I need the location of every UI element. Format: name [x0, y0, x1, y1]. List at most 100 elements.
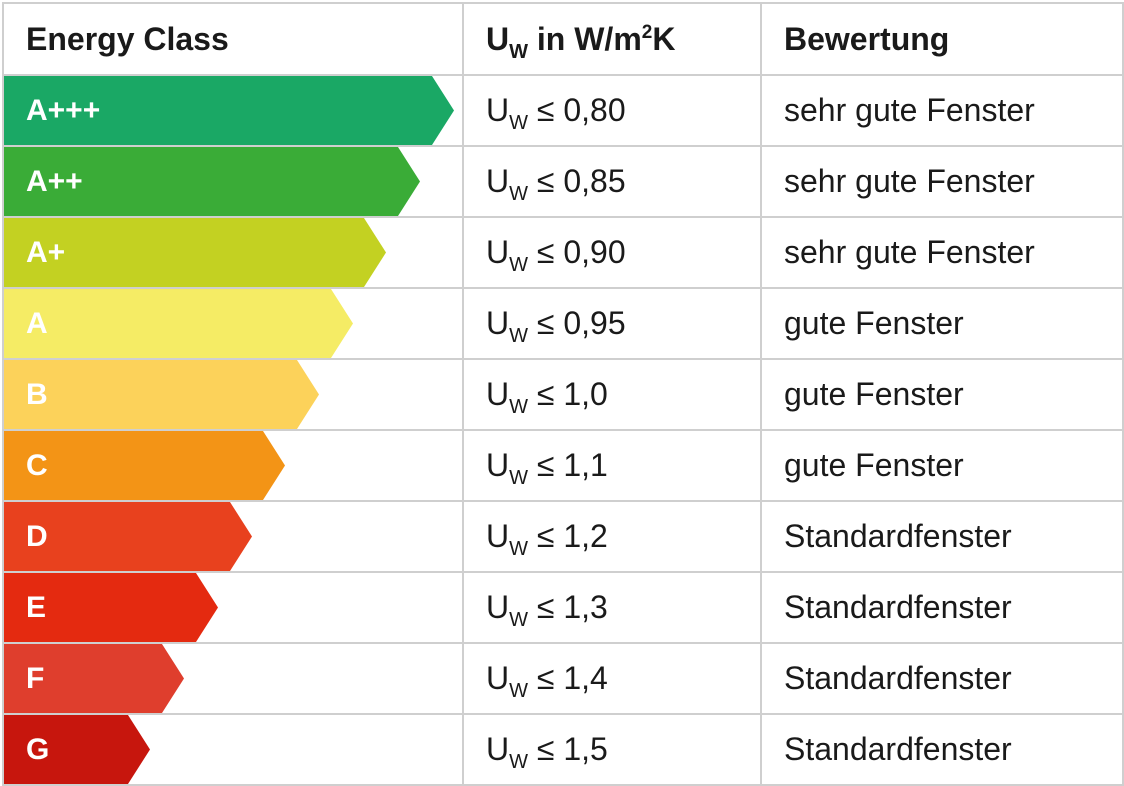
uw-subscript: W — [509, 254, 528, 276]
uw-value-cell: UW ≤ 0,90 — [462, 216, 762, 289]
table-row: A+ UW ≤ 0,90 sehr gute Fenster — [2, 216, 1124, 289]
table-row: C UW ≤ 1,1 gute Fenster — [2, 429, 1124, 502]
table-row: A UW ≤ 0,95 gute Fenster — [2, 287, 1124, 360]
uw-symbol: U — [486, 92, 510, 128]
uw-value-cell: UW ≤ 1,4 — [462, 642, 762, 715]
bewertung-cell: gute Fenster — [760, 287, 1124, 360]
uw-symbol: U — [486, 589, 510, 625]
uw-symbol: U — [486, 731, 510, 767]
bewertung-cell: Standardfenster — [760, 642, 1124, 715]
uw-value-cell: UW ≤ 0,85 — [462, 145, 762, 218]
uw-subscript: W — [509, 751, 528, 773]
table-row: B UW ≤ 1,0 gute Fenster — [2, 358, 1124, 431]
uw-value-cell: UW ≤ 1,5 — [462, 713, 762, 786]
energy-class-cell: G — [2, 713, 464, 786]
bewertung-cell: Standardfenster — [760, 500, 1124, 573]
energy-class-cell: C — [2, 429, 464, 502]
uw-threshold: ≤ 1,5 — [528, 731, 608, 767]
energy-class-arrow — [4, 573, 218, 642]
energy-class-cell: A+++ — [2, 74, 464, 147]
uw-unit-superscript: 2 — [641, 21, 653, 43]
uw-subscript: W — [509, 325, 528, 347]
uw-symbol: U — [486, 305, 510, 341]
uw-value-cell: UW ≤ 1,0 — [462, 358, 762, 431]
uw-value-cell: UW ≤ 0,95 — [462, 287, 762, 360]
energy-class-label: A — [26, 306, 48, 340]
uw-symbol: U — [486, 20, 510, 57]
energy-class-label: B — [26, 377, 48, 411]
bewertung-cell: Standardfenster — [760, 713, 1124, 786]
bewertung-cell: sehr gute Fenster — [760, 145, 1124, 218]
uw-threshold: ≤ 1,1 — [528, 447, 608, 483]
uw-subscript: W — [509, 538, 528, 560]
uw-value-cell: UW ≤ 0,80 — [462, 74, 762, 147]
energy-class-label: F — [26, 661, 45, 695]
table-row: D UW ≤ 1,2 Standardfenster — [2, 500, 1124, 573]
uw-value-cell: UW ≤ 1,2 — [462, 500, 762, 573]
header-energy-class: Energy Class — [2, 2, 464, 76]
energy-class-cell: F — [2, 642, 464, 715]
uw-symbol: U — [486, 234, 510, 270]
bewertung-cell: gute Fenster — [760, 429, 1124, 502]
uw-threshold: ≤ 0,80 — [528, 92, 626, 128]
uw-threshold: ≤ 0,95 — [528, 305, 626, 341]
energy-class-arrow — [4, 218, 386, 287]
energy-class-cell: E — [2, 571, 464, 644]
uw-threshold: ≤ 1,3 — [528, 589, 608, 625]
energy-class-arrow — [4, 360, 319, 429]
energy-class-cell: D — [2, 500, 464, 573]
energy-class-arrow — [4, 76, 454, 145]
energy-class-label: C — [26, 448, 48, 482]
uw-value-cell: UW ≤ 1,3 — [462, 571, 762, 644]
uw-threshold: ≤ 1,2 — [528, 518, 608, 554]
uw-symbol: U — [486, 518, 510, 554]
uw-subscript: W — [509, 396, 528, 418]
uw-symbol: U — [486, 163, 510, 199]
uw-symbol: U — [486, 376, 510, 412]
energy-class-cell: A — [2, 287, 464, 360]
energy-class-arrow — [4, 431, 285, 500]
uw-value-cell: UW ≤ 1,1 — [462, 429, 762, 502]
energy-class-arrow — [4, 715, 150, 784]
energy-class-arrow — [4, 644, 184, 713]
uw-subscript: W — [509, 112, 528, 134]
uw-symbol: U — [486, 447, 510, 483]
uw-threshold: ≤ 1,0 — [528, 376, 608, 412]
energy-class-label: E — [26, 590, 47, 624]
table-row: E UW ≤ 1,3 Standardfenster — [2, 571, 1124, 644]
table-row: G UW ≤ 1,5 Standardfenster — [2, 713, 1124, 786]
energy-class-cell: B — [2, 358, 464, 431]
uw-subscript: W — [509, 40, 528, 63]
uw-symbol: U — [486, 660, 510, 696]
bewertung-cell: sehr gute Fenster — [760, 216, 1124, 289]
uw-subscript: W — [509, 609, 528, 631]
energy-class-arrow — [4, 147, 420, 216]
uw-threshold: ≤ 0,85 — [528, 163, 626, 199]
energy-class-cell: A+ — [2, 216, 464, 289]
table-row: A+++ UW ≤ 0,80 sehr gute Fenster — [2, 74, 1124, 147]
uw-subscript: W — [509, 183, 528, 205]
energy-class-arrow — [4, 289, 353, 358]
bewertung-cell: sehr gute Fenster — [760, 74, 1124, 147]
energy-class-cell: A++ — [2, 145, 464, 218]
header-uw-value: UW in W/m2K — [462, 2, 762, 76]
header-bewertung: Bewertung — [760, 2, 1124, 76]
uw-threshold: ≤ 0,90 — [528, 234, 626, 270]
table-header-row: Energy Class UW in W/m2K Bewertung — [2, 2, 1124, 76]
uw-unit-prefix: in W/m — [528, 20, 642, 57]
energy-class-label: A+++ — [26, 93, 101, 127]
energy-class-label: A+ — [26, 235, 66, 269]
table-row: A++ UW ≤ 0,85 sehr gute Fenster — [2, 145, 1124, 218]
uw-subscript: W — [509, 680, 528, 702]
uw-unit-suffix: K — [652, 20, 676, 57]
energy-class-label: G — [26, 732, 50, 766]
energy-class-label: D — [26, 519, 48, 553]
uw-subscript: W — [509, 467, 528, 489]
energy-class-label: A++ — [26, 164, 83, 198]
bewertung-cell: gute Fenster — [760, 358, 1124, 431]
bewertung-cell: Standardfenster — [760, 571, 1124, 644]
table-row: F UW ≤ 1,4 Standardfenster — [2, 642, 1124, 715]
energy-class-arrow — [4, 502, 252, 571]
